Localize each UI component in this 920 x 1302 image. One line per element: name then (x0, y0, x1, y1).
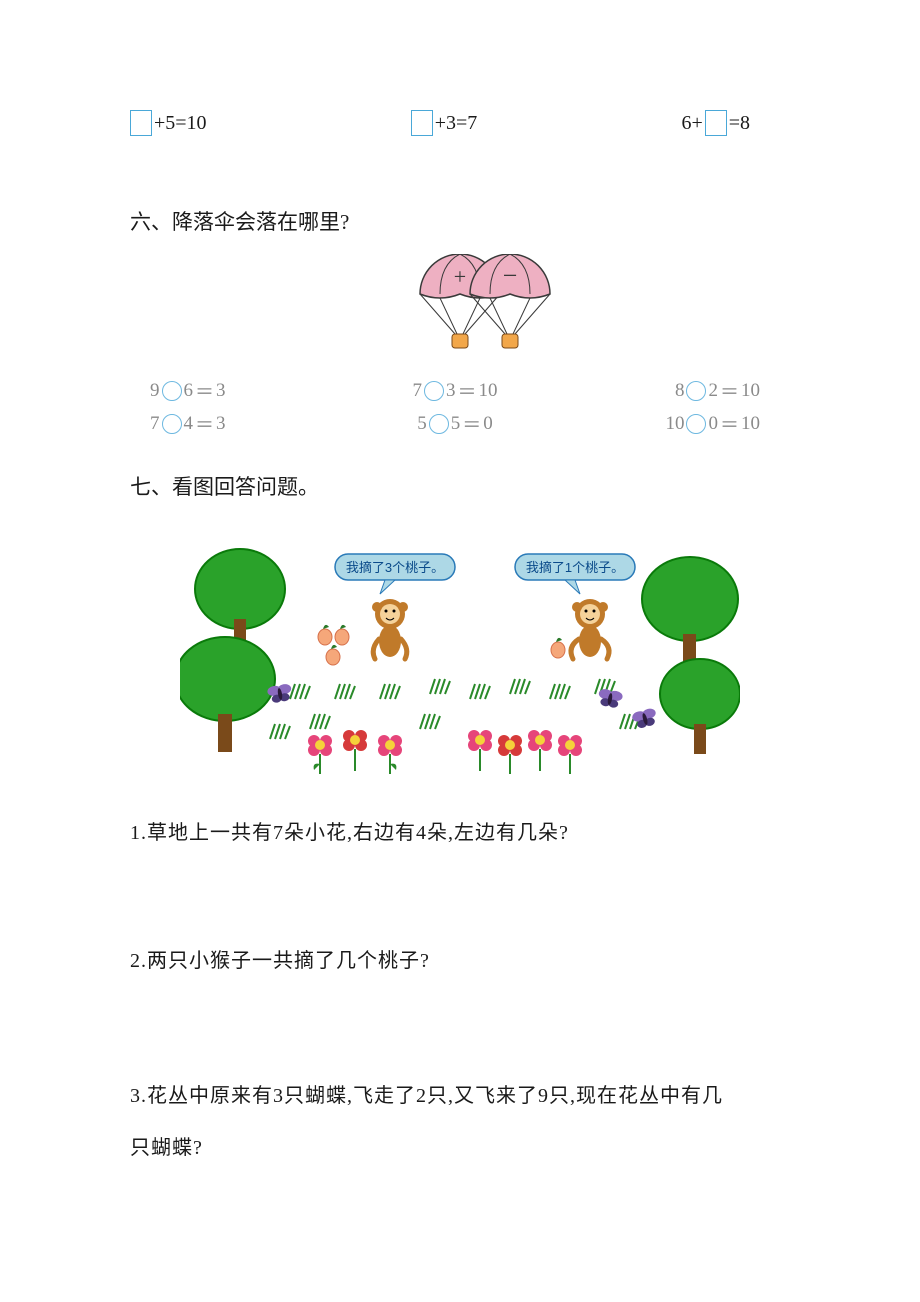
sign-circle[interactable] (686, 414, 706, 434)
tree-icon (180, 637, 275, 752)
answer-box[interactable] (411, 110, 433, 136)
flower-icon (343, 730, 367, 771)
fill-equation-3: 6+ =8 (681, 110, 750, 136)
tree-icon (660, 659, 740, 754)
flower-icon (468, 730, 492, 771)
fill-equation-1: +5=10 (130, 110, 207, 136)
peach-icon (326, 645, 340, 665)
minus-sign: − (503, 261, 518, 290)
parachute-illustration: + − (360, 254, 560, 364)
flower-icon (308, 735, 332, 774)
scene-illustration: 我摘了3个桃子。 我摘了1个桃子。 (180, 519, 740, 779)
sign-equation: 7 4 ＝ 3 (150, 410, 226, 437)
svg-text:我摘了1个桃子。: 我摘了1个桃子。 (526, 560, 624, 575)
question-1: 1.草地上一共有7朵小花,右边有4朵,左边有几朵? (130, 814, 790, 852)
svg-text:我摘了3个桃子。: 我摘了3个桃子。 (346, 560, 444, 575)
sign-col-3: 8 2 ＝ 10 10 0 ＝ 10 (557, 377, 770, 437)
section-6-title: 六、降落伞会落在哪里? (130, 206, 790, 236)
worksheet-page: +5=10 +3=7 6+ =8 六、降落伞会落在哪里? + (0, 0, 920, 1302)
sign-circle[interactable] (162, 414, 182, 434)
sign-circle[interactable] (429, 414, 449, 434)
flower-icon (498, 735, 522, 774)
plus-sign: + (454, 264, 466, 289)
butterfly-icon (597, 688, 624, 709)
flower-icon (378, 735, 402, 774)
sign-equation-grid: 9 6 ＝ 3 7 4 ＝ 3 7 3 ＝ 10 (130, 377, 790, 437)
sign-col-2: 7 3 ＝ 10 5 5 ＝ 0 (353, 377, 556, 437)
sign-circle[interactable] (162, 381, 182, 401)
question-3: 3.花丛中原来有3只蝴蝶,飞走了2只,又飞来了9只,现在花丛中有几 只蝴蝶? (130, 1070, 790, 1174)
flower-icon (558, 735, 582, 774)
fill-equation-2: +3=7 (411, 110, 478, 136)
grass-icon (270, 679, 640, 739)
equation-suffix: =8 (729, 112, 750, 135)
question-2: 2.两只小猴子一共摘了几个桃子? (130, 942, 790, 980)
monkey-icon (571, 599, 609, 659)
sign-equation: 9 6 ＝ 3 (150, 377, 226, 404)
equation-prefix: 6+ (681, 112, 702, 135)
sign-col-1: 9 6 ＝ 3 7 4 ＝ 3 (150, 377, 353, 437)
scene-figure: 我摘了3个桃子。 我摘了1个桃子。 (130, 519, 790, 784)
answer-box[interactable] (705, 110, 727, 136)
tree-icon (642, 557, 738, 669)
speech-bubble-right: 我摘了1个桃子。 (515, 554, 635, 594)
parachute-figure: + − (130, 254, 790, 369)
fill-equation-row: +5=10 +3=7 6+ =8 (130, 110, 790, 136)
sign-circle[interactable] (424, 381, 444, 401)
peach-icon (318, 625, 332, 645)
answer-box[interactable] (130, 110, 152, 136)
section-7-title: 七、看图回答问题。 (130, 471, 790, 501)
monkey-icon (372, 599, 408, 659)
equation-text: +3=7 (435, 112, 478, 135)
sign-equation: 8 2 ＝ 10 (675, 377, 760, 404)
sign-circle[interactable] (686, 381, 706, 401)
peach-icon (335, 625, 349, 645)
sign-equation: 10 0 ＝ 10 (665, 410, 760, 437)
sign-equation: 7 3 ＝ 10 (412, 377, 497, 404)
flower-icon (528, 730, 552, 771)
equation-text: +5=10 (154, 112, 207, 135)
speech-bubble-left: 我摘了3个桃子。 (335, 554, 455, 594)
peach-icon (551, 638, 565, 658)
sign-equation: 5 5 ＝ 0 (417, 410, 493, 437)
